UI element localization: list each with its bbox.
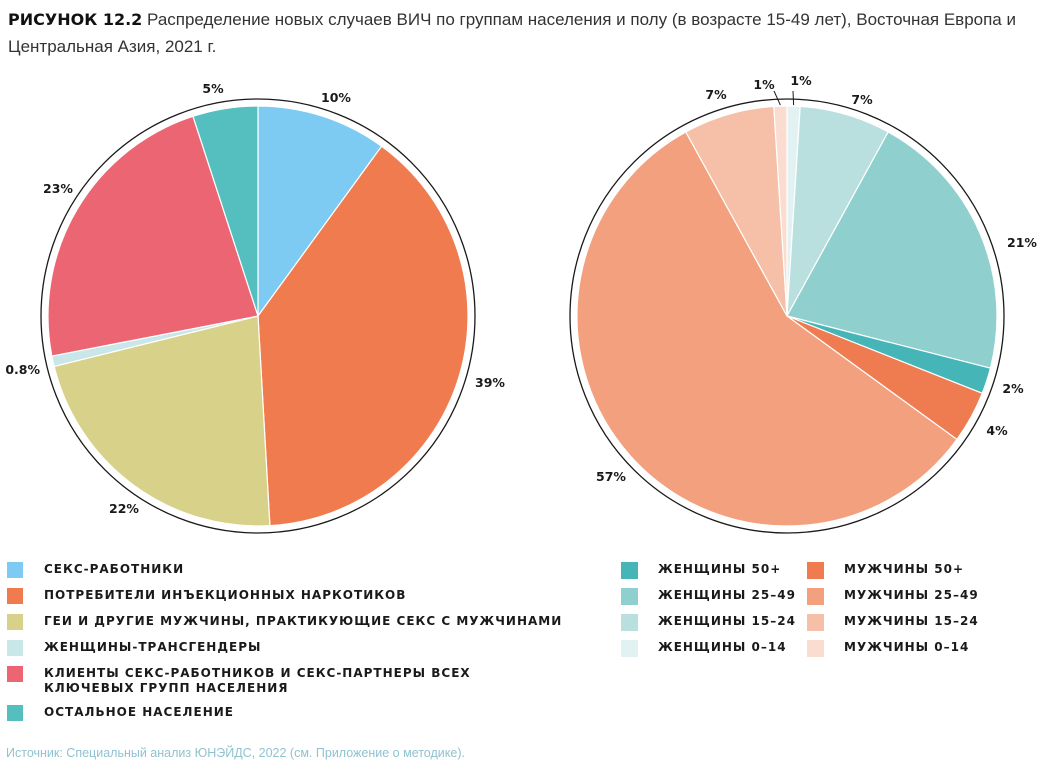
pie-outer-ring	[40, 98, 476, 534]
legend-item: ПОТРЕБИТЕЛИ ИНЪЕКЦИОННЫХ НАРКОТИКОВ	[7, 588, 567, 604]
legend-item: ЖЕНЩИНЫ 50+	[621, 562, 801, 579]
legend-item: МУЖЧИНЫ 15–24	[807, 614, 1027, 631]
slice-value-label: 1%	[753, 77, 775, 92]
legend-label: КЛИЕНТЫ СЕКС-РАБОТНИКОВ И СЕКС-ПАРТНЕРЫ …	[44, 666, 471, 695]
slice-value-label: 23%	[43, 181, 73, 196]
legend-swatch	[807, 640, 824, 657]
figure-number: РИСУНОК 12.2	[8, 10, 143, 29]
legend-label: ЖЕНЩИНЫ 50+	[658, 562, 782, 576]
pie-outer-ring	[569, 98, 1005, 534]
legend-key-populations: СЕКС-РАБОТНИКИ ПОТРЕБИТЕЛИ ИНЪЕКЦИОННЫХ Н…	[7, 562, 567, 731]
legend-label: СЕКС-РАБОТНИКИ	[44, 562, 185, 576]
slice-value-label: 1%	[790, 73, 812, 88]
legend-label: ЖЕНЩИНЫ 0–14	[658, 640, 787, 654]
legend-item: ОСТАЛЬНОЕ НАСЕЛЕНИЕ	[7, 705, 567, 721]
legend-label: МУЖЧИНЫ 25–49	[844, 588, 979, 602]
legend-swatch	[7, 640, 23, 656]
legend-swatch	[621, 588, 638, 605]
pie-slice	[192, 105, 259, 317]
legend-swatch	[807, 562, 824, 579]
pie-slice	[47, 115, 259, 357]
slice-value-label: 7%	[705, 87, 727, 102]
leader-line	[773, 90, 781, 106]
figure-title: РИСУНОК 12.2 Распределение новых случаев…	[8, 6, 1038, 60]
slice-value-label: 4%	[986, 423, 1008, 438]
leader-line	[792, 90, 795, 106]
slice-value-label: 5%	[202, 81, 224, 96]
pie-slice	[576, 131, 958, 527]
slice-value-label: 2%	[1002, 381, 1024, 396]
charts-canvas: 10% 39% 22% 0.8% 23% 5% 1% 7% 21% 2% 4% 57% 7% 1%	[5, 73, 1037, 534]
legend-men: МУЖЧИНЫ 50+ МУЖЧИНЫ 25–49 МУЖЧИНЫ 15–24 МУЖ…	[807, 562, 1027, 666]
legend-women: ЖЕНЩИНЫ 50+ ЖЕНЩИНЫ 25–49 ЖЕНЩИНЫ 15–24 ЖЕН…	[621, 562, 801, 666]
legend-swatch	[7, 588, 23, 604]
pie-slice	[257, 145, 469, 527]
slice-value-label: 39%	[475, 375, 505, 390]
legend-swatch	[621, 640, 638, 657]
slice-value-label: 7%	[851, 92, 873, 107]
legend-swatch	[7, 562, 23, 578]
legend-item: ЖЕНЩИНЫ 25–49	[621, 588, 801, 605]
legend-label: ЖЕНЩИНЫ 25–49	[658, 588, 796, 602]
legend-swatch	[7, 614, 23, 630]
legend-item: ЖЕНЩИНЫ 15–24	[621, 614, 801, 631]
legend-label: ЖЕНЩИНЫ 15–24	[658, 614, 796, 628]
pie-key-populations: 10% 39% 22% 0.8% 23% 5%	[5, 81, 505, 534]
legend-item: МУЖЧИНЫ 50+	[807, 562, 1027, 579]
legend-label: ОСТАЛЬНОЕ НАСЕЛЕНИЕ	[44, 705, 234, 719]
legend-item: СЕКС-РАБОТНИКИ	[7, 562, 567, 578]
legend-item: КЛИЕНТЫ СЕКС-РАБОТНИКОВ И СЕКС-ПАРТНЕРЫ …	[7, 666, 567, 696]
legend-swatch	[7, 666, 23, 682]
slice-value-label: 22%	[109, 501, 139, 516]
pie-slice	[786, 131, 998, 369]
slice-value-label: 21%	[1007, 235, 1037, 250]
pie-slice	[53, 315, 271, 527]
legend-item: ГЕИ И ДРУГИЕ МУЖЧИНЫ, ПРАКТИКУЮЩИЕ СЕКС …	[7, 614, 567, 630]
figure-caption: Распределение новых случаев ВИЧ по групп…	[8, 10, 1016, 56]
pie-sex-age: 1% 7% 21% 2% 4% 57% 7% 1%	[569, 73, 1037, 534]
legend-label: МУЖЧИНЫ 50+	[844, 562, 965, 576]
source-note: Источник: Специальный анализ ЮНЭЙДС, 202…	[6, 746, 465, 760]
legend-swatch	[621, 614, 638, 631]
legend-swatch	[621, 562, 638, 579]
legend-item: МУЖЧИНЫ 25–49	[807, 588, 1027, 605]
legend-label: ПОТРЕБИТЕЛИ ИНЪЕКЦИОННЫХ НАРКОТИКОВ	[44, 588, 407, 602]
legend-swatch	[7, 705, 23, 721]
legend-label: МУЖЧИНЫ 15–24	[844, 614, 979, 628]
legend-label: ГЕИ И ДРУГИЕ МУЖЧИНЫ, ПРАКТИКУЮЩИЕ СЕКС …	[44, 614, 563, 628]
slice-value-label: 57%	[596, 469, 626, 484]
legend-swatch	[807, 614, 824, 631]
legend-item: МУЖЧИНЫ 0–14	[807, 640, 1027, 657]
legend-swatch	[807, 588, 824, 605]
legend-label: ЖЕНЩИНЫ-ТРАНСГЕНДЕРЫ	[44, 640, 262, 654]
pie-slice	[773, 105, 788, 317]
pie-slice	[257, 105, 383, 318]
slice-value-label: 0.8%	[5, 362, 40, 377]
legend-item: ЖЕНЩИНЫ-ТРАНСГЕНДЕРЫ	[7, 640, 567, 656]
slice-value-label: 10%	[321, 90, 351, 105]
legend-item: ЖЕНЩИНЫ 0–14	[621, 640, 801, 657]
legend-label: МУЖЧИНЫ 0–14	[844, 640, 970, 654]
